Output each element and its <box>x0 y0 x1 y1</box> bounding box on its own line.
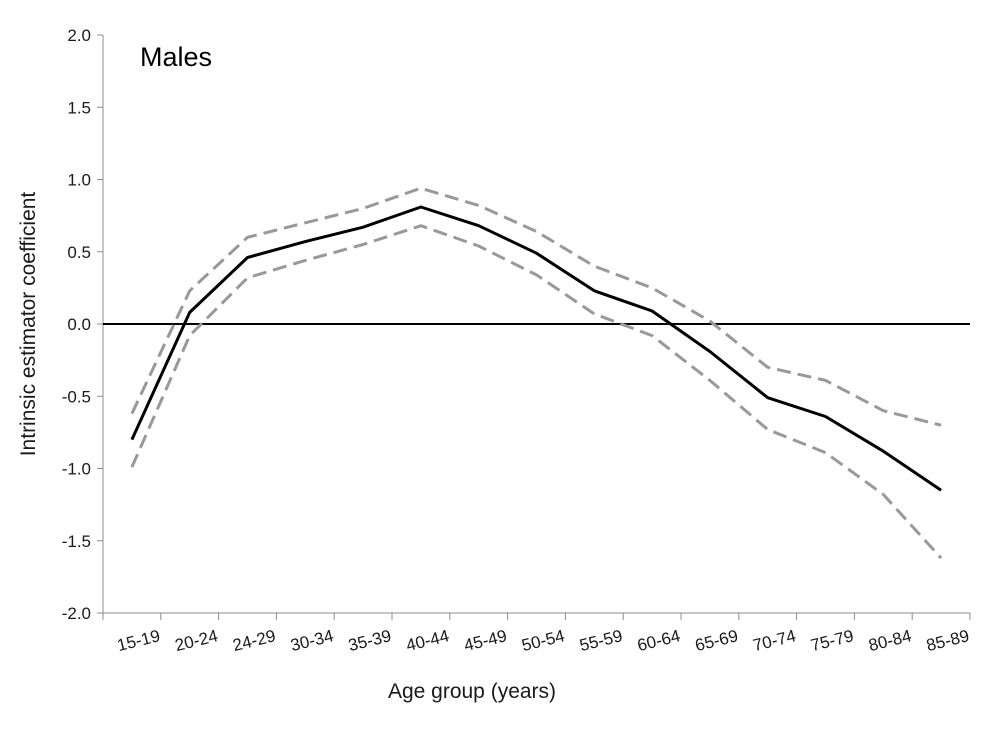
x-tick-label: 65-69 <box>693 626 740 655</box>
estimate-line <box>130 205 942 492</box>
y-tick-label: 0.0 <box>67 315 91 334</box>
x-tick-label: 20-24 <box>173 626 220 655</box>
y-tick-label: 1.5 <box>67 98 91 117</box>
x-tick-label: 24-29 <box>231 626 278 655</box>
confidence-bound-line-1 <box>130 186 942 427</box>
y-tick-label: 0.5 <box>67 243 91 262</box>
x-tick-label: 40-44 <box>404 626 451 655</box>
y-tick-label: -0.5 <box>62 387 91 406</box>
y-tick-label: -1.0 <box>62 460 91 479</box>
y-tick-label: 1.0 <box>67 171 91 190</box>
y-axis-title: Intrinsic estimator coefficient <box>17 192 40 457</box>
x-tick-label: 45-49 <box>462 626 509 655</box>
x-tick-label: 50-54 <box>520 626 567 655</box>
chart-title: Males <box>140 42 212 72</box>
x-tick-label: 55-59 <box>578 626 625 655</box>
x-tick-label: 60-64 <box>635 626 682 655</box>
y-tick-label: 2.0 <box>67 26 91 45</box>
x-tick-label: 35-39 <box>346 626 393 655</box>
x-tick-label: 70-74 <box>751 626 798 655</box>
confidence-bound-line-2 <box>130 224 943 560</box>
x-tick-label: 15-19 <box>115 626 162 655</box>
x-tick-label: 80-84 <box>867 626 914 655</box>
y-tick-label: -2.0 <box>62 604 91 623</box>
x-tick-label: 30-34 <box>289 626 336 655</box>
x-axis-title: Age group (years) <box>388 680 556 703</box>
y-tick-label: -1.5 <box>62 532 91 551</box>
x-tick-label: 75-79 <box>809 626 856 655</box>
x-tick-label: 85-89 <box>924 626 971 655</box>
